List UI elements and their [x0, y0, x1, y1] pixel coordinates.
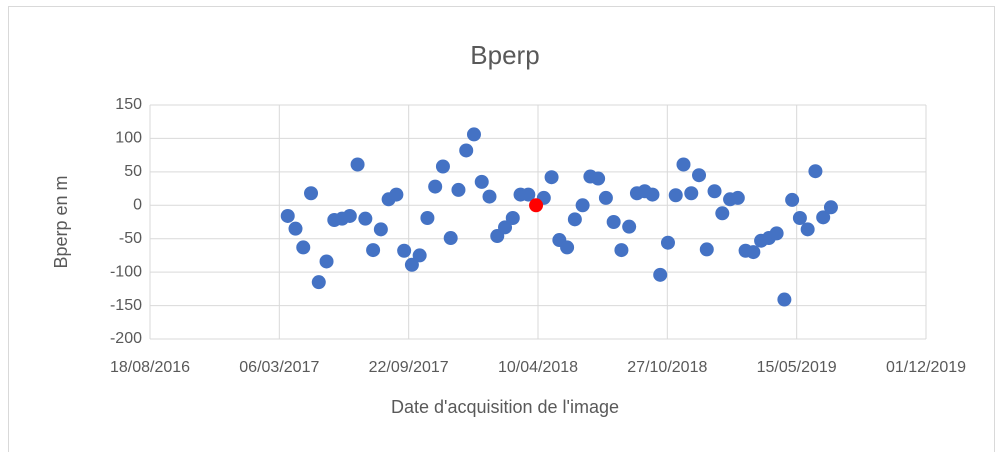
data-point [482, 189, 497, 204]
x-tick-label: 18/08/2016 [110, 359, 190, 376]
data-point [404, 257, 419, 272]
data-point [428, 179, 443, 194]
data-point [699, 242, 714, 257]
x-tick-label: 10/04/2018 [498, 359, 578, 376]
data-point [676, 157, 691, 172]
data-point [435, 159, 450, 174]
data-point [622, 219, 637, 234]
y-tick-label: 0 [133, 197, 142, 214]
data-point [373, 222, 388, 237]
y-tick-label: 50 [124, 163, 142, 180]
y-tick-label: 150 [115, 96, 142, 113]
data-point [668, 188, 683, 203]
y-tick-label: -100 [110, 263, 142, 280]
data-point [280, 208, 295, 223]
y-tick-label: -150 [110, 297, 142, 314]
data-point [443, 231, 458, 246]
data-point [466, 127, 481, 142]
data-point [358, 211, 373, 226]
x-tick-label: 06/03/2017 [239, 359, 319, 376]
x-tick-label: 22/09/2017 [369, 359, 449, 376]
data-point [288, 221, 303, 236]
data-point [800, 222, 815, 237]
data-point [420, 210, 435, 225]
data-point [598, 190, 613, 205]
data-point [529, 198, 544, 213]
data-point [560, 240, 575, 255]
data-point [730, 190, 745, 205]
data-point [792, 210, 807, 225]
data-point [474, 174, 489, 189]
data-point [746, 245, 761, 260]
data-point [591, 171, 606, 186]
y-axis-label: Bperp en m [51, 175, 71, 268]
data-point [389, 187, 404, 202]
data-point [311, 275, 326, 290]
chart-title: Bperp [470, 40, 539, 70]
y-tick-label: 100 [115, 130, 142, 147]
data-point [304, 186, 319, 201]
data-point [397, 243, 412, 258]
data-point [319, 254, 334, 269]
data-point [614, 243, 629, 258]
x-axis-label: Date d'acquisition de l'image [391, 397, 619, 417]
x-tick-label: 01/12/2019 [886, 359, 966, 376]
x-tick-label: 15/05/2019 [757, 359, 837, 376]
data-point [567, 212, 582, 227]
y-tick-label: -200 [110, 330, 142, 347]
data-point [350, 157, 365, 172]
data-point [521, 187, 536, 202]
data-point [816, 210, 831, 225]
data-point [575, 198, 590, 213]
data-point [606, 215, 621, 229]
data-point [777, 292, 792, 307]
data-point [296, 240, 311, 255]
data-point [823, 200, 838, 215]
data-point [707, 184, 722, 199]
data-point [660, 235, 675, 250]
data-point [544, 170, 559, 185]
data-point [715, 206, 730, 221]
data-point [808, 164, 823, 179]
y-tick-label: -50 [119, 230, 142, 247]
data-point [498, 220, 513, 235]
data-point [459, 143, 474, 158]
data-point [769, 226, 784, 241]
data-point [366, 243, 381, 258]
data-point [505, 210, 520, 225]
data-point [645, 187, 660, 202]
x-tick-label: 27/10/2018 [627, 359, 707, 376]
data-point [692, 168, 707, 183]
data-point [451, 182, 466, 197]
data-point [412, 248, 427, 263]
data-point [785, 192, 800, 207]
data-point [684, 186, 699, 201]
data-point [342, 208, 357, 223]
data-point [653, 267, 668, 282]
